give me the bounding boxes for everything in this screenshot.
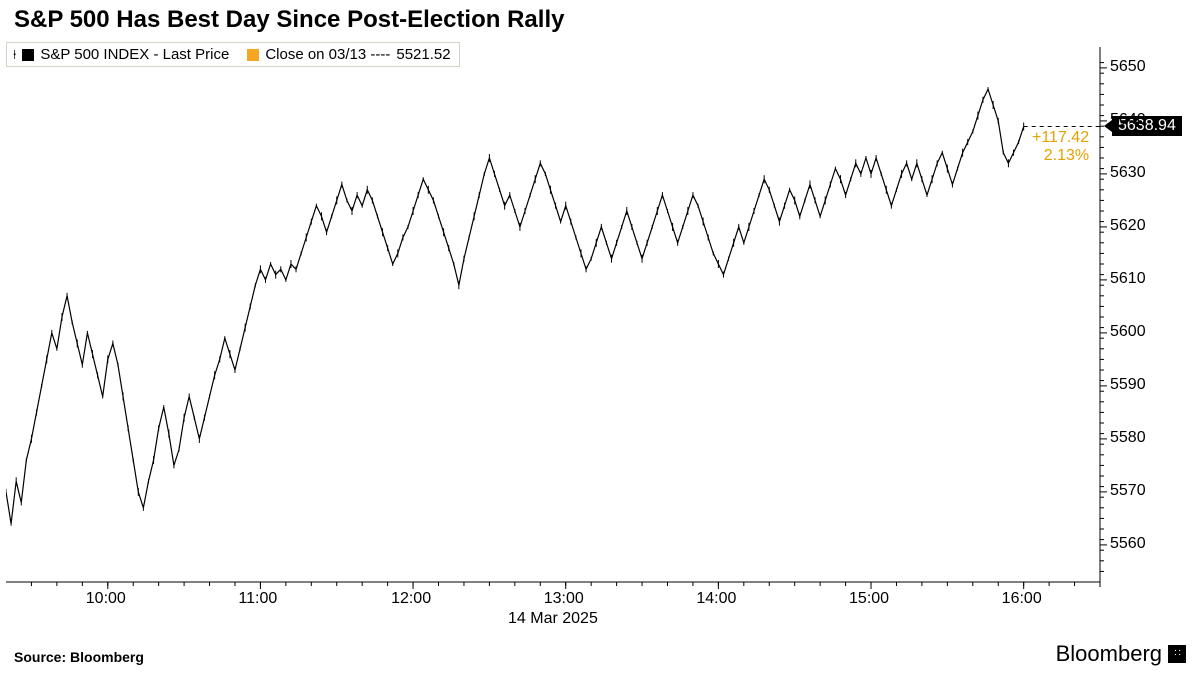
chart-container: S&P 500 Has Best Day Since Post-Election… — [0, 0, 1200, 675]
change-annotation: +117.42 2.13% — [1032, 129, 1089, 166]
x-tick-label: 12:00 — [391, 590, 431, 608]
x-tick-label: 11:00 — [238, 590, 277, 608]
terminal-icon: ∷ — [1168, 645, 1186, 663]
track-icon: ⍿ — [13, 47, 16, 63]
x-date-label: 14 Mar 2025 — [508, 610, 598, 628]
chart-title: S&P 500 Has Best Day Since Post-Election… — [14, 6, 564, 34]
x-tick-label: 15:00 — [849, 590, 889, 608]
y-tick-label: 5580 — [1110, 429, 1146, 447]
x-tick-label: 14:00 — [696, 590, 736, 608]
y-tick-label: 5620 — [1110, 217, 1146, 235]
y-tick-label: 5640 — [1110, 111, 1146, 129]
y-tick-label: 5600 — [1110, 323, 1146, 341]
y-tick-label: 5630 — [1110, 164, 1146, 182]
x-tick-label: 13:00 — [544, 590, 584, 608]
brand-text: Bloomberg — [1056, 641, 1162, 667]
x-tick-label: 16:00 — [1002, 590, 1042, 608]
series-swatch — [22, 49, 34, 61]
close-value: 5521.52 — [396, 46, 450, 63]
change-abs: +117.42 — [1032, 129, 1089, 147]
change-pct: 2.13% — [1032, 147, 1089, 165]
source-attribution: Source: Bloomberg — [14, 649, 144, 665]
close-label: Close on 03/13 ---- — [265, 46, 390, 63]
y-tick-label: 5560 — [1110, 535, 1146, 553]
close-swatch — [247, 49, 259, 61]
x-tick-label: 10:00 — [86, 590, 126, 608]
series-label: S&P 500 INDEX - Last Price — [40, 46, 229, 63]
chart-legend: ⍿ S&P 500 INDEX - Last Price Close on 03… — [6, 42, 460, 67]
y-tick-label: 5590 — [1110, 376, 1146, 394]
chart-plot-area — [6, 42, 1194, 622]
y-tick-label: 5650 — [1110, 58, 1146, 76]
y-tick-label: 5610 — [1110, 270, 1146, 288]
brand-logo: Bloomberg ∷ — [1056, 641, 1186, 667]
y-tick-label: 5570 — [1110, 482, 1146, 500]
chart-svg — [6, 42, 1194, 622]
